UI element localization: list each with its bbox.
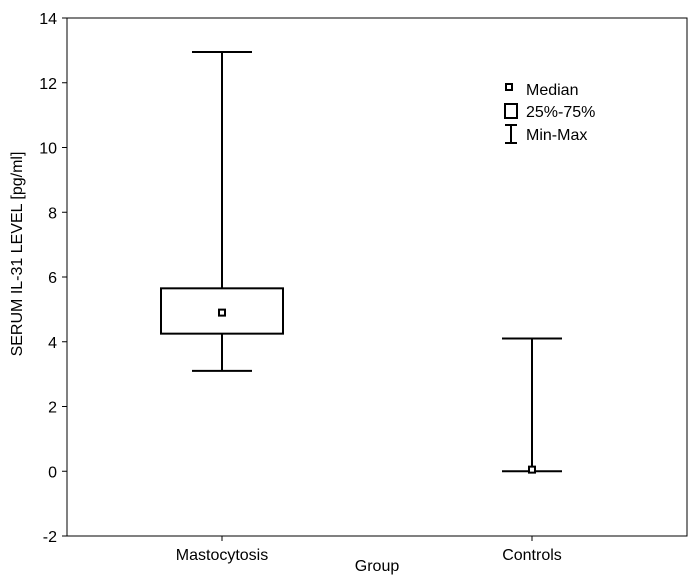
legend-box-marker [504, 103, 518, 119]
plot-frame [66, 17, 688, 537]
box-group [502, 337, 562, 474]
y-tick-label: 14 [39, 11, 57, 28]
legend-range-marker [505, 124, 517, 144]
x-axis: Mastocytosis Controls [176, 536, 562, 564]
x-tick-label: Mastocytosis [176, 547, 268, 564]
y-tick-label: 12 [39, 76, 57, 93]
y-tick-label: -2 [43, 529, 57, 546]
y-tick-label: 0 [48, 464, 57, 481]
y-axis: -2 0 2 4 6 8 10 12 14 [39, 11, 67, 546]
legend-box-label: 25%-75% [526, 104, 595, 121]
legend: Median 25%-75% Min-Max [504, 82, 595, 144]
y-tick-label: 6 [48, 270, 57, 287]
box-group [160, 50, 284, 372]
y-tick-label: 10 [39, 141, 57, 158]
boxes [160, 50, 562, 474]
legend-median-marker [505, 83, 513, 91]
median-marker [528, 465, 536, 474]
y-tick-label: 2 [48, 400, 57, 417]
y-axis-title: SERUM IL-31 LEVEL [pg/ml] [9, 152, 26, 357]
x-axis-title: Group [355, 558, 400, 575]
median-marker [218, 308, 226, 317]
plot-border [66, 17, 688, 537]
y-tick-label: 4 [48, 335, 57, 352]
y-tick-label: 8 [48, 205, 57, 222]
legend-median-label: Median [526, 82, 578, 99]
legend-range-label: Min-Max [526, 127, 587, 144]
x-tick-label: Controls [502, 547, 562, 564]
